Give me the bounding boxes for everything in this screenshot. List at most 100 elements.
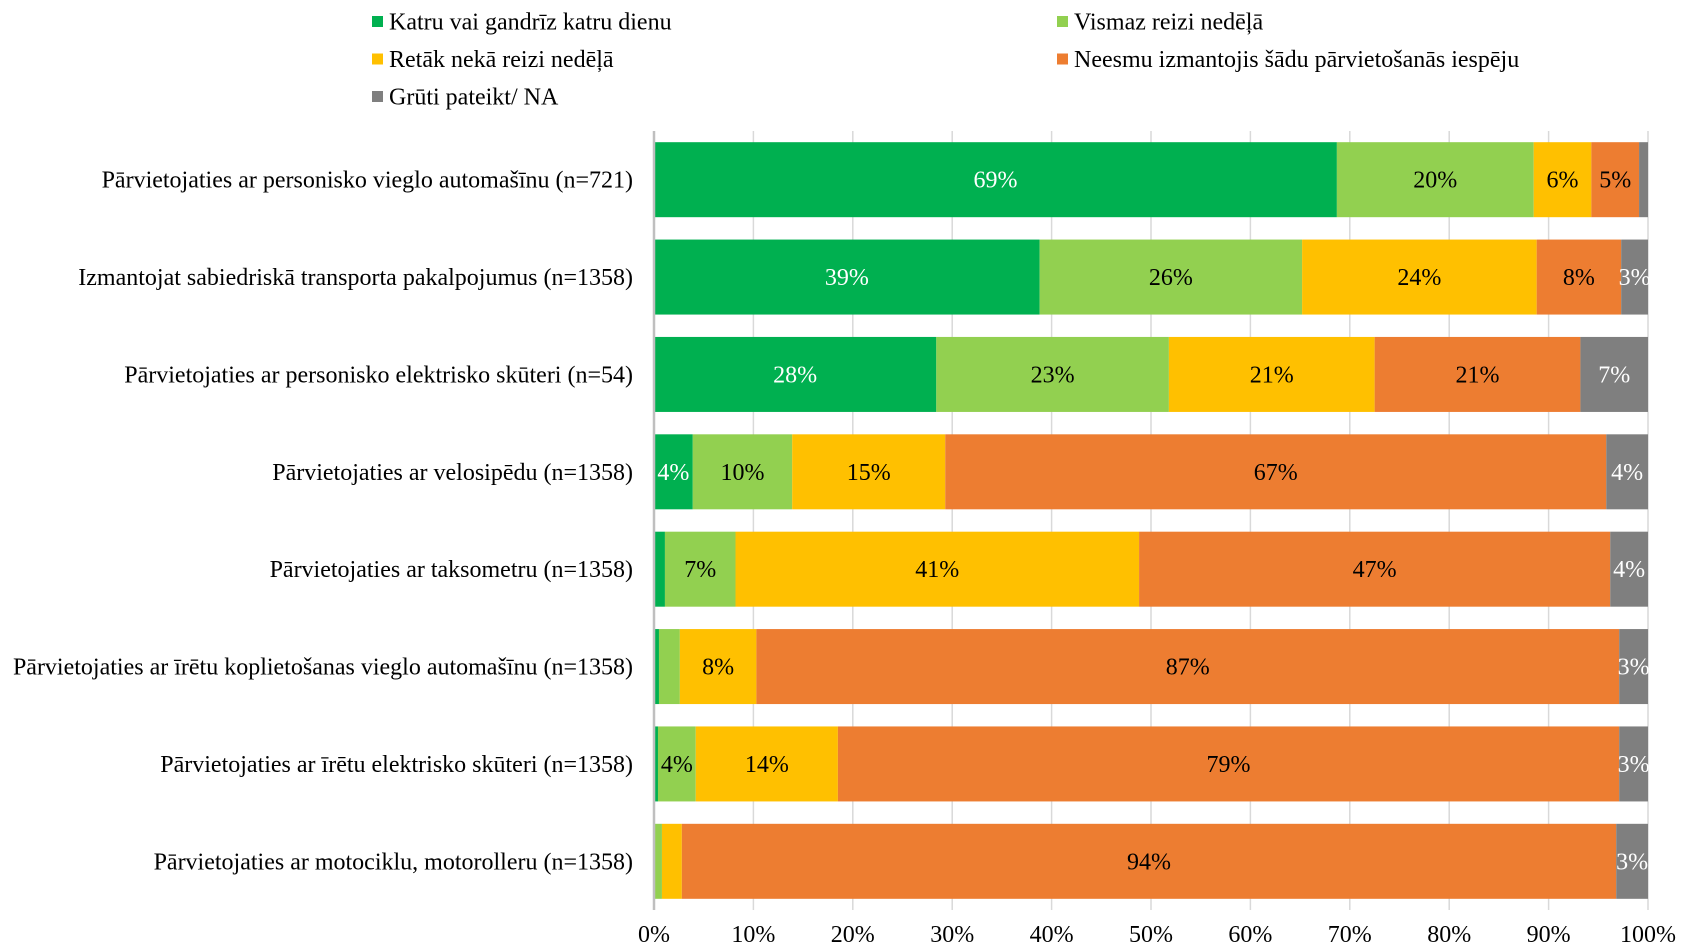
- category-axis-labels: Pārvietojaties ar personisko vieglo auto…: [13, 168, 633, 876]
- legend-swatch: [372, 91, 383, 102]
- bar-segment: [654, 336, 937, 412]
- data-label: 7%: [684, 557, 716, 583]
- bar-segment: [1639, 142, 1648, 218]
- data-labels: 69% 20% 6% 5% 39% 26% 24% 8% 3% 28% 23% 21% 21% 7% 4% 1…: [657, 168, 1650, 876]
- bars: [654, 142, 1648, 899]
- legend: Katru vai gandrīz katru dienu Vismaz reiz…: [372, 10, 1519, 111]
- data-label: 14%: [745, 752, 789, 778]
- bar-segment: [654, 239, 1040, 315]
- data-label: 20%: [1413, 168, 1457, 194]
- data-label: 3%: [1618, 752, 1650, 778]
- x-tick-label: 10%: [731, 922, 775, 946]
- bar-segment: [1302, 239, 1537, 315]
- legend-swatch: [1057, 16, 1068, 27]
- data-label: 4%: [1613, 557, 1645, 583]
- data-label: 15%: [847, 460, 891, 486]
- data-label: 67%: [1254, 460, 1298, 486]
- data-label: 4%: [1611, 460, 1643, 486]
- data-label: 6%: [1547, 168, 1579, 194]
- data-label: 3%: [1618, 655, 1650, 681]
- bar-segment: [837, 726, 1620, 802]
- category-label: Pārvietojaties ar motociklu, motorolleru…: [154, 849, 633, 875]
- bar-segment: [1621, 239, 1648, 315]
- category-label: Izmantojat sabiedriskā transporta pakalp…: [78, 265, 633, 291]
- data-label: 47%: [1353, 557, 1397, 583]
- bar-segment: [664, 531, 736, 607]
- legend-label: Vismaz reizi nedēļā: [1074, 10, 1263, 36]
- bar-segment: [1619, 726, 1648, 802]
- bar-segment: [1374, 336, 1581, 412]
- x-tick-label: 0%: [638, 922, 670, 946]
- data-label: 87%: [1166, 655, 1210, 681]
- legend-swatch: [1057, 53, 1068, 65]
- x-tick-label: 20%: [831, 922, 875, 946]
- data-label: 79%: [1207, 752, 1251, 778]
- bar-segment: [735, 531, 1140, 607]
- data-label: 39%: [825, 265, 869, 291]
- category-label: Pārvietojaties ar taksometru (n=1358): [270, 557, 633, 583]
- bar-segment: [654, 531, 665, 607]
- legend-swatch: [372, 53, 383, 65]
- data-label: 26%: [1149, 265, 1193, 291]
- data-label: 28%: [773, 362, 817, 388]
- data-label: 7%: [1598, 362, 1630, 388]
- category-label: Pārvietojaties ar īrētu koplietošanas vi…: [13, 655, 633, 681]
- x-tick-label: 40%: [1030, 922, 1074, 946]
- x-tick-label: 80%: [1427, 922, 1471, 946]
- bar-segment: [654, 629, 659, 705]
- category-label: Pārvietojaties ar velosipēdu (n=1358): [272, 460, 633, 486]
- bar-segment: [1336, 142, 1534, 218]
- legend-label: Neesmu izmantojis šādu pārvietošanās ies…: [1074, 47, 1519, 73]
- bar-segment: [681, 823, 1617, 899]
- data-label: 94%: [1127, 849, 1171, 875]
- x-tick-label: 60%: [1228, 922, 1272, 946]
- bar-segment: [1168, 336, 1375, 412]
- data-label: 3%: [1616, 849, 1648, 875]
- bar-segment: [654, 726, 658, 802]
- bar-segment: [692, 434, 793, 510]
- bar-segment: [679, 629, 757, 705]
- data-label: 21%: [1250, 362, 1294, 388]
- bar-segment: [1139, 531, 1611, 607]
- bar-segment: [654, 823, 662, 899]
- data-label: 69%: [973, 168, 1017, 194]
- x-tick-label: 70%: [1328, 922, 1372, 946]
- bar-segment: [1610, 531, 1648, 607]
- x-tick-label: 100%: [1620, 922, 1676, 946]
- x-tick-label: 50%: [1129, 922, 1173, 946]
- x-tick-label: 30%: [930, 922, 974, 946]
- data-label: 3%: [1619, 265, 1651, 291]
- bar-segment: [1591, 142, 1640, 218]
- legend-label: Katru vai gandrīz katru dienu: [389, 10, 672, 36]
- bar-segment: [1606, 434, 1648, 510]
- bar-segment: [657, 726, 696, 802]
- bar-segment: [756, 629, 1620, 705]
- bar-segment: [695, 726, 838, 802]
- legend-swatch: [372, 16, 383, 27]
- data-label: 4%: [661, 752, 693, 778]
- bar-segment: [936, 336, 1169, 412]
- legend-label: Grūti pateikt/ NA: [389, 85, 559, 111]
- data-label: 8%: [1563, 265, 1595, 291]
- legend-label: Retāk nekā reizi nedēļā: [389, 47, 614, 73]
- bar-segment: [1616, 823, 1648, 899]
- data-label: 4%: [657, 460, 689, 486]
- data-label: 41%: [915, 557, 959, 583]
- data-label: 21%: [1456, 362, 1500, 388]
- value-axis-tick-labels: 0% 10% 20% 30% 40% 50% 60% 70% 80% 90% 100%: [638, 922, 1676, 946]
- x-tick-label: 90%: [1527, 922, 1571, 946]
- bar-segment: [658, 629, 680, 705]
- data-label: 10%: [720, 460, 764, 486]
- bar-segment: [792, 434, 946, 510]
- bar-segment: [1619, 629, 1648, 705]
- data-label: 8%: [702, 655, 734, 681]
- bar-segment: [1039, 239, 1303, 315]
- data-label: 5%: [1599, 168, 1631, 194]
- bar-segment: [1580, 336, 1648, 412]
- category-label: Pārvietojaties ar personisko vieglo auto…: [102, 168, 633, 194]
- bar-segment: [654, 434, 693, 510]
- bar-segment: [945, 434, 1607, 510]
- data-label: 24%: [1397, 265, 1441, 291]
- bar-segment: [1536, 239, 1622, 315]
